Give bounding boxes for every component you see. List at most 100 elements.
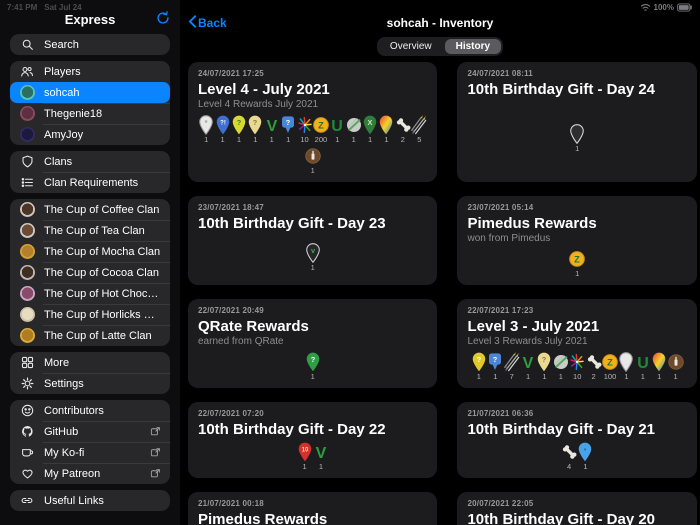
reward-count: 1	[302, 462, 307, 471]
sand-pin-icon: ? 1	[247, 115, 263, 144]
mystery-pin-icon: ?! 1	[214, 115, 230, 144]
sidebar-item-label: The Cup of Coffee Clan	[44, 203, 160, 216]
sidebar-item-label: Search	[44, 38, 79, 51]
sidebar-item-more[interactable]: More	[10, 352, 170, 373]
svg-text:V: V	[523, 355, 534, 372]
history-card[interactable]: 23/07/2021 18:47 10th Birthday Gift - Day…	[188, 196, 438, 285]
reward-count: 1	[624, 372, 629, 381]
kofi-icon	[19, 445, 35, 461]
avatar	[19, 265, 35, 281]
sidebar-item-github[interactable]: GitHub	[10, 421, 170, 442]
reward-count: 4	[566, 462, 572, 471]
sidebar-item-the-cup-of-coffee-clan[interactable]: The Cup of Coffee Clan	[10, 199, 170, 220]
sidebar-item-settings[interactable]: Settings	[10, 373, 170, 394]
history-card[interactable]: 22/07/2021 07:20 10th Birthday Gift - Day…	[188, 402, 438, 478]
tab-history[interactable]: History	[444, 39, 502, 54]
sidebar-item-players[interactable]: Players	[10, 61, 170, 82]
sidebar-item-the-cup-of-mocha-clan[interactable]: The Cup of Mocha Clan	[10, 241, 170, 262]
sidebar-group: Clans Clan Requirements	[10, 151, 170, 193]
sidebar-item-my-patreon[interactable]: My Patreon	[10, 463, 170, 484]
birthday-pin-icon: 1	[569, 124, 585, 153]
card-title: 10th Birthday Gift - Day 24	[467, 81, 656, 98]
svg-text:v: v	[311, 246, 316, 255]
sidebar-item-sohcah[interactable]: sohcah	[10, 82, 170, 103]
tab-overview[interactable]: Overview	[389, 41, 432, 52]
sidebar-item-label: The Cup of Tea Clan	[44, 224, 145, 237]
chevron-left-icon	[188, 15, 197, 31]
sidebar-item-label: Clan Requirements	[44, 176, 139, 189]
svg-text:U: U	[637, 355, 649, 372]
history-card[interactable]: 22/07/2021 17:23 Level 3 - July 2021 Level…	[457, 299, 697, 388]
card-subtitle: earned from QRate	[198, 336, 284, 347]
reward-count: 100	[603, 372, 617, 381]
reward-count: 5	[417, 135, 422, 144]
golf-ball-icon: 1	[346, 115, 362, 144]
sidebar-item-the-cup-of-cocoa-clan[interactable]: The Cup of Cocoa Clan	[10, 262, 170, 283]
sand-pin-icon: ? 1	[536, 352, 552, 381]
sidebar-item-the-cup-of-latte-clan[interactable]: The Cup of Latte Clan	[10, 325, 170, 346]
sidebar-item-the-cup-of-horlicks-clan[interactable]: The Cup of Horlicks Clan	[10, 304, 170, 325]
back-button[interactable]: Back	[188, 15, 227, 31]
card-date: 23/07/2021 18:47	[198, 203, 264, 212]
history-card[interactable]: 22/07/2021 20:49 QRate Rewards earned from…	[188, 299, 438, 388]
card-title: 10th Birthday Gift - Day 22	[198, 421, 386, 438]
reward-count: 1	[310, 166, 315, 175]
sidebar-title: Express	[64, 12, 116, 27]
card-subtitle: Level 3 Rewards July 2021	[467, 336, 588, 347]
sidebar-item-amyjoy[interactable]: AmyJoy	[10, 124, 170, 145]
card-date: 22/07/2021 07:20	[198, 409, 264, 418]
reward-count: 1	[525, 372, 531, 381]
external-link-icon	[150, 468, 161, 479]
reward-count: 1	[310, 262, 315, 272]
history-card[interactable]: 20/07/2021 22:05 10th Birthday Gift - Day…	[457, 492, 697, 525]
sidebar-item-my-ko-fi[interactable]: My Ko-fi	[10, 442, 170, 463]
sidebar-item-useful-links[interactable]: Useful Links	[10, 490, 170, 511]
sidebar-item-label: The Cup of Mocha Clan	[44, 245, 161, 258]
sidebar-group: The Cup of Coffee Clan The Cup of Tea Cla…	[10, 199, 170, 346]
avatar	[19, 223, 35, 239]
sidebar-item-the-cup-of-hot-chocolate-clan[interactable]: The Cup of Hot Chocolate Clan	[10, 283, 170, 304]
reward-count: 1	[335, 135, 340, 144]
sidebar-group: More Settings	[10, 352, 170, 394]
sidebar-group: Search	[10, 34, 170, 55]
history-card[interactable]: 24/07/2021 08:11 10th Birthday Gift - Day…	[457, 62, 697, 182]
sidebar-item-clans[interactable]: Clans	[10, 151, 170, 172]
sidebar-group: Players sohcah Thegenie18 AmyJoy	[10, 61, 170, 145]
jewel-pin-icon: ? 1	[231, 115, 247, 144]
svg-text:•: •	[584, 445, 587, 454]
card-title: Level 3 - July 2021	[467, 318, 600, 335]
svg-text:*: *	[205, 118, 208, 127]
flat-pin-icon: ? 1	[280, 115, 296, 144]
reward-count: 1	[220, 135, 225, 144]
svg-text:V: V	[316, 445, 327, 462]
sidebar-item-label: Players	[44, 65, 81, 78]
reward-count: 1	[640, 372, 645, 381]
card-title: 10th Birthday Gift - Day 21	[467, 421, 656, 438]
sidebar-item-thegenie18[interactable]: Thegenie18	[10, 103, 170, 124]
sidebar-item-the-cup-of-tea-clan[interactable]: The Cup of Tea Clan	[10, 220, 170, 241]
sidebar-item-search[interactable]: Search	[10, 34, 170, 55]
history-card[interactable]: 23/07/2021 05:14 Pimedus Rewards won from …	[457, 196, 697, 285]
card-subtitle: won from Pimedus	[467, 233, 551, 244]
bone-icon: 4	[561, 442, 577, 471]
sidebar-item-clan-requirements[interactable]: Clan Requirements	[10, 172, 170, 193]
birthday-pin-icon: • 1	[577, 442, 593, 471]
history-card[interactable]: 24/07/2021 17:25 Level 4 - July 2021 Level…	[188, 62, 438, 182]
history-card[interactable]: 21/07/2021 06:36 10th Birthday Gift - Day…	[457, 402, 697, 478]
avatar	[19, 328, 35, 344]
refresh-icon[interactable]	[156, 11, 170, 25]
arrows-icon: 5	[411, 115, 427, 144]
greeting-pin-icon: * 1	[198, 115, 214, 144]
bone-icon: 2	[395, 115, 411, 144]
birthday-pin-icon: 10 1	[296, 442, 312, 471]
contributors-icon	[19, 403, 35, 419]
zeds-coin-icon: Z 100	[602, 352, 618, 381]
reward-count: 1	[368, 135, 373, 144]
sidebar-item-contributors[interactable]: Contributors	[10, 400, 170, 421]
